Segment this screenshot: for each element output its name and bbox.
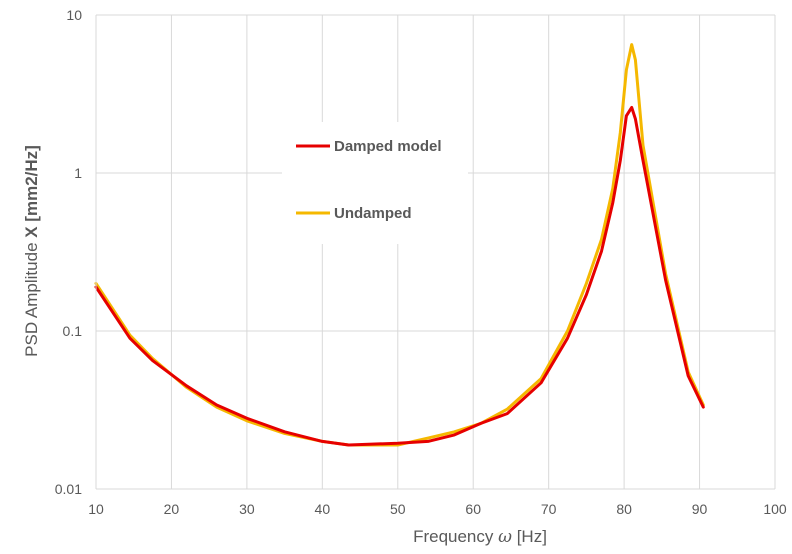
series-line-damped-model [94,105,705,447]
y-tick-label: 0.1 [63,323,83,339]
x-tick-label: 40 [315,501,331,517]
x-tick-label: 60 [465,501,481,517]
grid-lines [95,14,776,490]
y-tick-label: 1 [74,165,82,181]
y-tick-label: 10 [66,7,82,23]
legend-label: Undamped [334,205,412,222]
legend: Damped model Undamped [282,122,468,244]
legend-label: Damped model [334,138,442,155]
axes: 10 20 30 40 50 60 70 80 90 100 0.01 0.1 1 10 [55,7,787,517]
x-tick-label: 100 [763,501,787,517]
x-axis-title: Frequency ω [Hz] [413,527,547,547]
series-layer [94,43,705,447]
y-axis-title: PSD Amplitude X [mm2/Hz] [22,145,41,357]
y-tick-label: 0.01 [55,481,82,497]
x-tick-label: 30 [239,501,255,517]
legend-box [282,122,468,244]
x-tick-label: 80 [616,501,632,517]
x-tick-label: 90 [692,501,708,517]
x-tick-label: 50 [390,501,406,517]
x-tick-label: 10 [88,501,104,517]
x-tick-label: 20 [164,501,180,517]
series-line-undamped [94,43,705,447]
x-tick-label: 70 [541,501,557,517]
